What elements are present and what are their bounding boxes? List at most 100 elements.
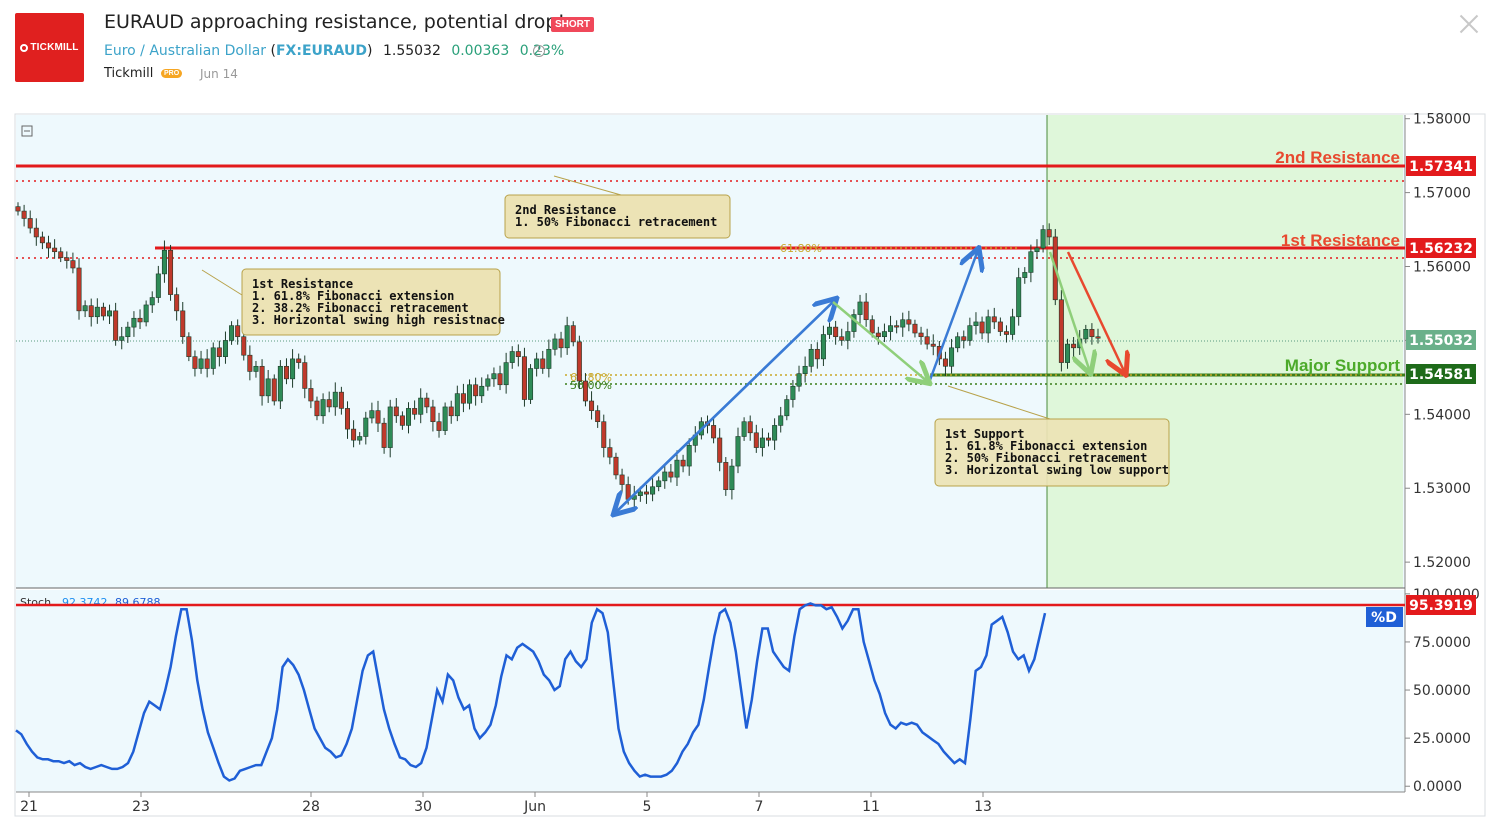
candle-body [1040,229,1046,249]
candle-body [1028,251,1034,273]
note-1st-support-line-4: 3. Horizontal swing low support [945,463,1169,477]
candle-body [521,356,527,400]
candle-body [881,331,887,338]
price-axis-ticks: 1.580001.570001.560001.550001.540001.530… [1405,112,1471,571]
candle-body [1010,316,1016,335]
candle-body [143,304,149,323]
price-tick-label: 1.53000 [1413,481,1471,497]
candle-body [308,388,314,402]
candle-body [21,210,27,219]
candle-body [436,421,442,431]
blue-arrow-up[interactable] [928,250,978,381]
candle-body [247,354,253,372]
candle-body [119,336,125,341]
candle-body [229,325,235,341]
major-support-price: 1.54581 [1409,367,1473,383]
candle-body [766,437,772,441]
candle-body [735,436,741,467]
candle-body [168,249,174,295]
price-tick-label: 1.56000 [1413,260,1471,276]
ticker-link[interactable]: FX:EURAUD [275,43,368,59]
fib-label-upper: 61.80% [780,242,822,255]
symbol-name-link[interactable]: Euro / Australian Dollar [104,43,267,59]
candle-body [344,408,350,430]
candle-body [778,415,784,426]
time-tick-label: 23 [132,799,150,815]
blue-arrow-up-right[interactable] [614,300,835,514]
candle-body [759,437,765,448]
candle-body [808,348,814,367]
candle-body [485,378,491,387]
candle-body [729,465,735,491]
candle-body [711,425,717,439]
candle-body [314,400,320,417]
note-1st-resistance-line-3: 2. 38.2% Fibonacci retracement [252,301,469,315]
candle-body [454,393,460,417]
candle-body [686,445,692,467]
logo-text: TICKMILL [30,42,79,53]
candle-body [985,316,991,334]
stoch-series-badge-text: %D [1371,610,1397,626]
candle-body [406,408,412,426]
candle-body [222,340,228,357]
candle-body [869,319,875,334]
fib-label-50: 50.00% [570,379,612,392]
candle-body [601,421,607,448]
candle-body [369,410,375,419]
collapse-pane-button[interactable] [21,125,33,137]
candle-body [833,326,839,338]
note-2nd-resistance[interactable] [504,194,731,239]
candle-body [430,406,436,423]
price-tick-label: 1.52000 [1413,555,1471,571]
candle-body [558,338,564,349]
time-tick-label: 28 [302,799,320,815]
time-tick-label: 13 [974,799,992,815]
note-2nd-resistance-line-2: 1. 50% Fibonacci retracement [515,215,717,229]
candle-body [1071,343,1077,349]
candle-body [467,384,473,404]
candle-body [131,317,137,328]
candle-body [979,321,985,334]
candle-body [46,242,52,249]
candle-body [814,348,820,360]
candle-body [570,325,576,343]
time-tick-label: 21 [20,799,38,815]
first-resistance-label: 1st Resistance [1281,231,1400,250]
note-1st-support-line-1: 1st Support [945,427,1024,441]
red-arrow-drop[interactable] [1066,251,1125,373]
candle-body [393,406,399,417]
candle-body [1034,247,1040,253]
candle-body [283,365,289,380]
candle-body [357,436,363,441]
author-name[interactable]: Tickmill [104,66,154,81]
green-arrow-first[interactable] [832,301,928,382]
first-resistance-price-badge [1406,238,1476,258]
candle-body [265,378,271,397]
green-arrow-second[interactable] [1048,251,1090,372]
candle-body [326,399,332,408]
callout-line-1st-resistance [201,269,243,296]
candle-body [64,257,70,261]
candle-body [88,305,94,318]
stoch-tick-label: 75.0000 [1413,635,1471,651]
note-1st-support-line-3: 2. 50% Fibonacci retracement [945,451,1147,465]
alarm-clock-icon[interactable] [533,45,545,57]
candle-body [479,385,485,397]
candle-body [363,417,369,437]
candle-body [198,358,204,369]
candle-body [1095,336,1101,339]
candle-body [473,384,479,397]
candle-body [180,310,186,338]
candle-body [723,462,729,491]
candle-body [125,326,131,338]
candle-body [52,247,58,253]
forecast-zone [1047,115,1403,588]
note-1st-support[interactable] [934,418,1170,487]
candle-body [76,267,82,312]
candle-body [1058,299,1064,363]
candle-body [820,334,826,360]
note-1st-resistance[interactable] [241,268,501,336]
stoch-k-value: 92.3742 [62,596,108,609]
candle-body [924,336,930,345]
